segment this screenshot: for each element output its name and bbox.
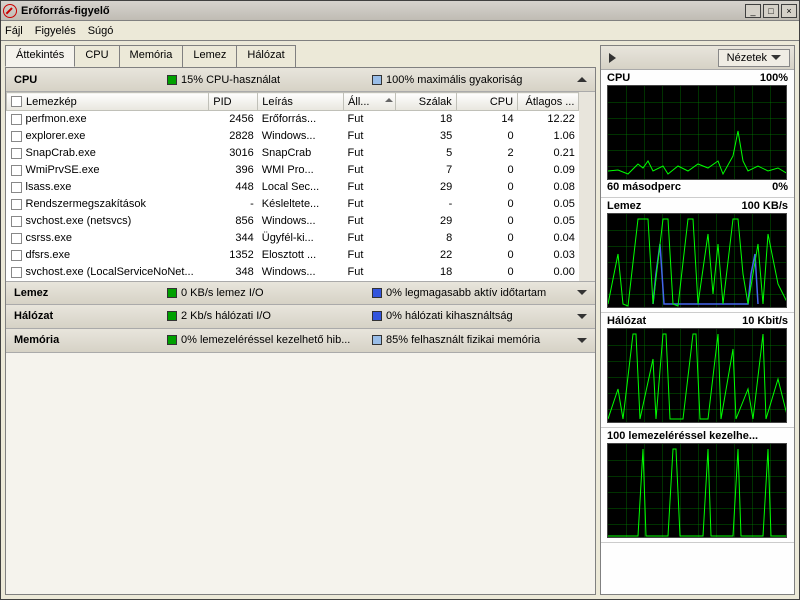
row-checkbox[interactable] [11, 233, 22, 244]
chart-title: 100 lemezeléréssel kezelhe... [607, 430, 758, 442]
table-row[interactable]: dfsrs.exe1352Elosztott ...Fut2200.03 [7, 247, 579, 264]
chart-canvas [607, 213, 787, 308]
stat-color-icon [167, 311, 177, 321]
views-button[interactable]: Nézetek [718, 49, 790, 67]
play-icon[interactable] [609, 53, 616, 63]
chart-canvas [607, 443, 787, 538]
row-checkbox[interactable] [11, 165, 22, 176]
chevron-down-icon [577, 338, 587, 343]
menubar: Fájl Figyelés Súgó [1, 21, 799, 41]
disk-panel-header[interactable]: Lemez 0 KB/s lemez I/O 0% legmagasabb ak… [6, 281, 595, 305]
chart-title: Lemez [607, 200, 641, 212]
column-header[interactable]: Lemezkép [7, 93, 209, 111]
chart-block: Hálózat 10 Kbit/s [601, 313, 794, 428]
column-header[interactable]: PID [209, 93, 258, 111]
table-row[interactable]: svchost.exe (LocalServiceNoNet...348Wind… [7, 264, 579, 281]
row-checkbox[interactable] [11, 267, 22, 278]
row-checkbox[interactable] [11, 148, 22, 159]
table-row[interactable]: WmiPrvSE.exe396WMI Pro...Fut700.09 [7, 162, 579, 179]
maximize-button[interactable]: □ [763, 4, 779, 18]
stat-color-icon [372, 75, 382, 85]
network-panel-header[interactable]: Hálózat 2 Kb/s hálózati I/O 0% hálózati … [6, 305, 595, 329]
menu-file[interactable]: Fájl [5, 25, 23, 37]
stat-color-icon [167, 75, 177, 85]
table-scrollbar[interactable] [579, 92, 595, 281]
chart-canvas [607, 85, 787, 180]
column-header[interactable]: Átlagos ... [518, 93, 579, 111]
tab-disk[interactable]: Lemez [182, 45, 237, 67]
app-icon [3, 4, 17, 18]
select-all-checkbox[interactable] [11, 96, 22, 107]
chevron-down-icon [577, 314, 587, 319]
chart-block: 100 lemezeléréssel kezelhe... [601, 428, 794, 543]
chart-block: CPU100%60 másodperc0% [601, 70, 794, 198]
menu-monitor[interactable]: Figyelés [35, 25, 76, 37]
table-row[interactable]: Rendszermegszakítások-Késleltete...Fut-0… [7, 196, 579, 213]
close-button[interactable]: × [781, 4, 797, 18]
column-header[interactable]: Leírás [258, 93, 344, 111]
table-row[interactable]: svchost.exe (netsvcs)856Windows...Fut290… [7, 213, 579, 230]
tab-overview[interactable]: Áttekintés [5, 45, 75, 67]
window-title: Erőforrás-figyelő [21, 5, 745, 17]
chevron-down-icon [577, 290, 587, 295]
stat-color-icon [372, 311, 382, 321]
stat-color-icon [167, 335, 177, 345]
stat-color-icon [167, 288, 177, 298]
row-checkbox[interactable] [11, 114, 22, 125]
stat-color-icon [372, 335, 382, 345]
table-row[interactable]: perfmon.exe2456Erőforrás...Fut181412.22 [7, 111, 579, 128]
tab-memory[interactable]: Memória [119, 45, 184, 67]
minimize-button[interactable]: _ [745, 4, 761, 18]
table-row[interactable]: csrss.exe344Ügyfél-ki...Fut800.04 [7, 230, 579, 247]
row-checkbox[interactable] [11, 182, 22, 193]
row-checkbox[interactable] [11, 199, 22, 210]
chart-max: 100 KB/s [742, 200, 788, 212]
chart-block: Lemez 100 KB/s [601, 198, 794, 313]
row-checkbox[interactable] [11, 216, 22, 227]
table-row[interactable]: lsass.exe448Local Sec...Fut2900.08 [7, 179, 579, 196]
chevron-down-icon [771, 55, 781, 60]
row-checkbox[interactable] [11, 250, 22, 261]
chart-title: CPU [607, 72, 630, 84]
row-checkbox[interactable] [11, 131, 22, 142]
chart-max: 100% [760, 72, 788, 84]
column-header[interactable]: CPU [456, 93, 517, 111]
process-table: LemezképPIDLeírásÁll...SzálakCPUÁtlagos … [6, 92, 579, 281]
chart-max: 10 Kbit/s [742, 315, 788, 327]
tabs: Áttekintés CPU Memória Lemez Hálózat [5, 45, 596, 67]
cpu-panel-title: CPU [14, 74, 159, 86]
stat-color-icon [372, 288, 382, 298]
tab-cpu[interactable]: CPU [74, 45, 119, 67]
chart-canvas [607, 328, 787, 423]
table-row[interactable]: explorer.exe2828Windows...Fut3501.06 [7, 128, 579, 145]
menu-help[interactable]: Súgó [88, 25, 114, 37]
chevron-up-icon [577, 77, 587, 82]
tab-network[interactable]: Hálózat [236, 45, 295, 67]
memory-panel-header[interactable]: Memória 0% lemezeléréssel kezelhető hib.… [6, 329, 595, 353]
cpu-panel-header[interactable]: CPU 15% CPU-használat 100% maximális gya… [6, 68, 595, 92]
chart-title: Hálózat [607, 315, 646, 327]
column-header[interactable]: Szálak [395, 93, 456, 111]
column-header[interactable]: Áll... [344, 93, 395, 111]
table-row[interactable]: SnapCrab.exe3016SnapCrabFut520.21 [7, 145, 579, 162]
